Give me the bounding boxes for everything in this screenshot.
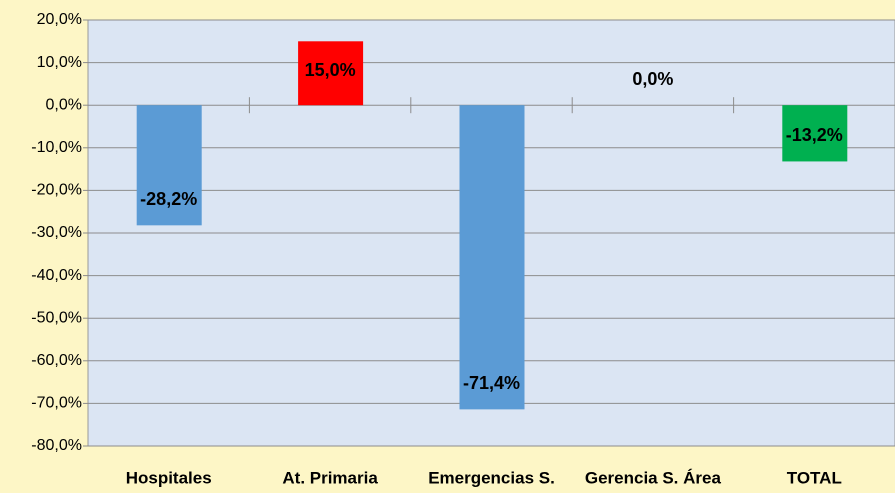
bar — [782, 105, 848, 162]
x-tick-label: Emergencias S. — [428, 468, 555, 487]
y-tick-label: -20,0% — [31, 182, 82, 199]
data-label: -28,2% — [140, 189, 197, 209]
bar — [298, 41, 364, 106]
y-tick-label: -60,0% — [31, 352, 82, 369]
y-tick-label: -80,0% — [31, 437, 82, 454]
y-tick-label: -10,0% — [31, 139, 82, 156]
y-tick-label: -40,0% — [31, 267, 82, 284]
x-tick-label: TOTAL — [787, 468, 842, 487]
y-tick-label: 20,0% — [37, 11, 82, 28]
data-label: -13,2% — [786, 125, 843, 145]
x-tick-label: Hospitales — [126, 468, 212, 487]
data-label: 15,0% — [305, 60, 356, 80]
y-tick-label: -70,0% — [31, 395, 82, 412]
data-label: -71,4% — [463, 373, 520, 393]
y-tick-label: 0,0% — [46, 96, 82, 113]
data-label: 0,0% — [632, 69, 673, 89]
y-tick-label: -30,0% — [31, 224, 82, 241]
y-tick-label: -50,0% — [31, 309, 82, 326]
x-tick-label: Gerencia S. Área — [585, 468, 722, 487]
y-tick-label: 10,0% — [37, 54, 82, 71]
bar — [136, 105, 202, 226]
bar — [459, 105, 525, 410]
x-tick-label: At. Primaria — [282, 468, 378, 487]
